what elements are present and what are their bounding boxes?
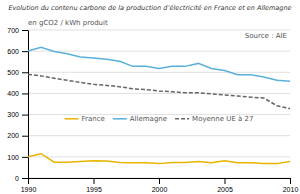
legend-swatch	[113, 118, 127, 120]
x-tick-label: 2005	[217, 186, 233, 193]
y-tick-mark	[22, 51, 28, 52]
x-tick: 1990	[21, 178, 37, 193]
x-tick-mark	[28, 178, 29, 184]
title: Evolution du contenu carbone de la produ…	[8, 4, 291, 12]
series-line	[28, 74, 290, 108]
legend-label: Allemagne	[130, 115, 167, 123]
annotation: Source : AIE	[245, 32, 287, 40]
y-tick-label: 200	[7, 132, 19, 139]
grid-line	[28, 72, 290, 73]
x-tick-mark	[94, 178, 95, 184]
lines	[28, 47, 290, 163]
y-axis: 0 100 200 300 400 500 600 700	[7, 27, 28, 182]
y-tick-label: 700	[7, 27, 19, 34]
y-tick: 100	[7, 154, 28, 161]
y-tick-mark	[22, 93, 28, 94]
x-tick: 2010	[283, 178, 299, 193]
legend-swatch	[175, 118, 189, 120]
grid-line	[28, 30, 290, 31]
x-tick-mark	[225, 178, 226, 184]
x-tick-label: 2010	[283, 186, 299, 193]
series-line	[28, 154, 290, 164]
legend-swatch	[65, 118, 79, 120]
x-tick-label: 2000	[152, 186, 168, 193]
grid-line	[28, 135, 290, 136]
y-tick-mark	[22, 30, 28, 31]
y-tick: 400	[7, 90, 28, 97]
x-tick: 2000	[152, 178, 168, 193]
y-tick-mark	[22, 136, 28, 137]
grid-line	[28, 93, 290, 94]
y-tick-label: 600	[7, 48, 19, 55]
x-tick-mark	[290, 178, 291, 184]
y-tick-label: 500	[7, 69, 19, 76]
grid-line	[28, 51, 290, 52]
y-tick-mark	[22, 157, 28, 158]
y-tick: 600	[7, 48, 28, 55]
x-tick-label: 1995	[86, 186, 102, 193]
y-tick: 0	[15, 175, 28, 182]
chart: Evolution du contenu carbone de la produ…	[0, 0, 300, 194]
legend-item: Allemagne	[113, 115, 167, 123]
y-tick-label: 300	[7, 111, 19, 118]
legend-label: France	[82, 115, 105, 123]
y-tick: 300	[7, 111, 28, 118]
y-axis-label: en gCO2 / kWh produit	[28, 19, 108, 27]
y-tick-label: 100	[7, 154, 19, 161]
grid-line	[28, 156, 290, 157]
plot: 1990 1995 2000 2005 2010 0 100 200 300 400 500 600 7…	[7, 27, 298, 193]
legend-item: France	[65, 115, 105, 123]
y-tick-mark	[22, 115, 28, 116]
y-tick-mark	[22, 72, 28, 73]
x-tick: 1995	[86, 178, 102, 193]
y-tick-label: 0	[15, 175, 19, 182]
x-tick-label: 1990	[21, 186, 37, 193]
x-axis: 1990 1995 2000 2005 2010	[21, 178, 299, 193]
y-tick: 500	[7, 69, 28, 76]
x-tick-mark	[159, 178, 160, 184]
y-tick-mark	[22, 178, 28, 179]
legend-label: Moyenne UE à 27	[192, 115, 253, 123]
y-tick-label: 400	[7, 90, 19, 97]
legend: France Allemagne Moyenne UE à 27	[65, 115, 254, 123]
y-tick: 700	[7, 27, 28, 34]
series-line	[28, 47, 290, 81]
legend-item: Moyenne UE à 27	[175, 115, 253, 123]
x-tick: 2005	[217, 178, 233, 193]
grid	[28, 30, 290, 178]
y-tick: 200	[7, 132, 28, 139]
